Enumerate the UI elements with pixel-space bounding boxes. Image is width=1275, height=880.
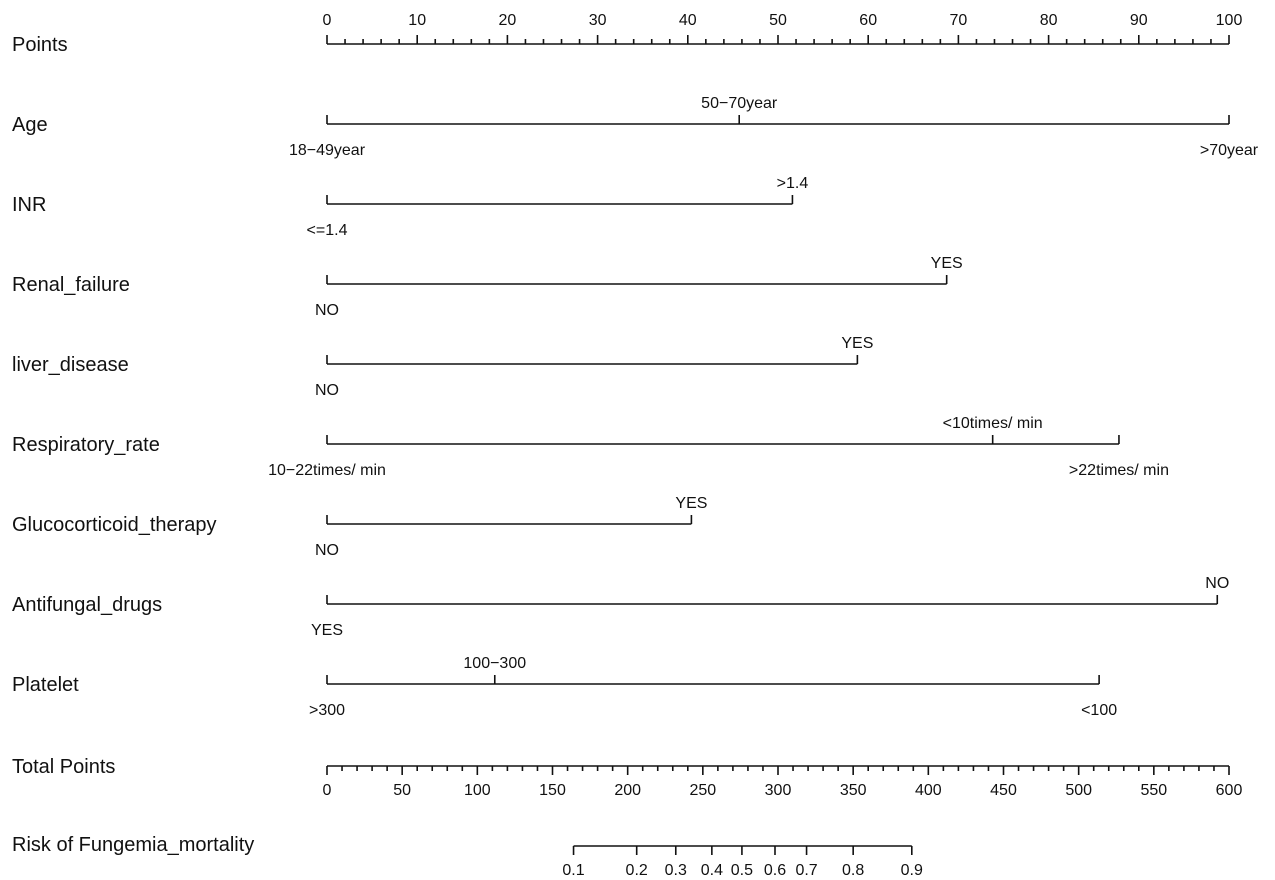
variable-level-label: YES (675, 495, 707, 512)
points-tick-label: 90 (1130, 12, 1148, 29)
total-points-tick-label: 0 (323, 782, 332, 799)
total-points-tick-label: 50 (393, 782, 411, 799)
variable-label: INR (12, 194, 46, 216)
risk-tick-label: 0.6 (764, 862, 786, 879)
variable-level-label: YES (311, 622, 343, 639)
total-points-tick-label: 400 (915, 782, 942, 799)
variable-level-label: 50−70year (701, 95, 778, 112)
risk-tick-label: 0.8 (842, 862, 864, 879)
total-points-tick-label: 200 (614, 782, 641, 799)
variable-level-label: <=1.4 (307, 222, 348, 239)
points-tick-label: 70 (950, 12, 968, 29)
variable-label: Renal_failure (12, 274, 130, 296)
variable-label: Respiratory_rate (12, 434, 160, 456)
risk-tick-label: 0.4 (701, 862, 723, 879)
variable-level-label: <10times/ min (943, 415, 1043, 432)
variable-level-label: NO (315, 302, 339, 319)
variable-level-label: 100−300 (463, 655, 526, 672)
variable-level-label: 10−22times/ min (268, 462, 386, 479)
points-tick-label: 50 (769, 12, 787, 29)
points-tick-label: 20 (499, 12, 517, 29)
variable-label: liver_disease (12, 354, 129, 376)
variable-level-label: >1.4 (777, 175, 809, 192)
total-points-tick-label: 600 (1216, 782, 1243, 799)
risk-tick-label: 0.3 (665, 862, 687, 879)
variable-level-label: >70year (1200, 142, 1259, 159)
variable-level-label: >22times/ min (1069, 462, 1169, 479)
points-tick-label: 10 (408, 12, 426, 29)
total-points-tick-label: 550 (1140, 782, 1167, 799)
points-tick-label: 0 (323, 12, 332, 29)
points-row-label: Points (12, 34, 68, 56)
variable-label: Antifungal_drugs (12, 594, 162, 616)
variable-level-label: NO (315, 542, 339, 559)
variable-level-label: 18−49year (289, 142, 366, 159)
total-points-tick-label: 300 (765, 782, 792, 799)
total-points-tick-label: 500 (1065, 782, 1092, 799)
points-tick-label: 80 (1040, 12, 1058, 29)
total-points-tick-label: 450 (990, 782, 1017, 799)
variable-label: Age (12, 114, 48, 136)
risk-tick-label: 0.7 (795, 862, 817, 879)
risk-tick-label: 0.1 (562, 862, 584, 879)
total-points-tick-label: 350 (840, 782, 867, 799)
points-tick-label: 100 (1216, 12, 1243, 29)
variable-label: Glucocorticoid_therapy (12, 514, 217, 536)
points-tick-label: 30 (589, 12, 607, 29)
risk-tick-label: 0.9 (901, 862, 923, 879)
variable-level-label: NO (1205, 575, 1229, 592)
variable-level-label: <100 (1081, 702, 1117, 719)
variable-label: Platelet (12, 674, 79, 696)
variable-level-label: YES (931, 255, 963, 272)
risk-tick-label: 0.5 (731, 862, 753, 879)
variable-level-label: >300 (309, 702, 345, 719)
total-points-tick-label: 100 (464, 782, 491, 799)
total-points-tick-label: 250 (689, 782, 716, 799)
total-points-tick-label: 150 (539, 782, 566, 799)
points-tick-label: 60 (859, 12, 877, 29)
total-points-row-label: Total Points (12, 756, 115, 778)
risk-tick-label: 0.2 (626, 862, 648, 879)
variable-level-label: YES (841, 335, 873, 352)
points-tick-label: 40 (679, 12, 697, 29)
variable-level-label: NO (315, 382, 339, 399)
risk-row-label: Risk of Fungemia_mortality (12, 834, 254, 856)
